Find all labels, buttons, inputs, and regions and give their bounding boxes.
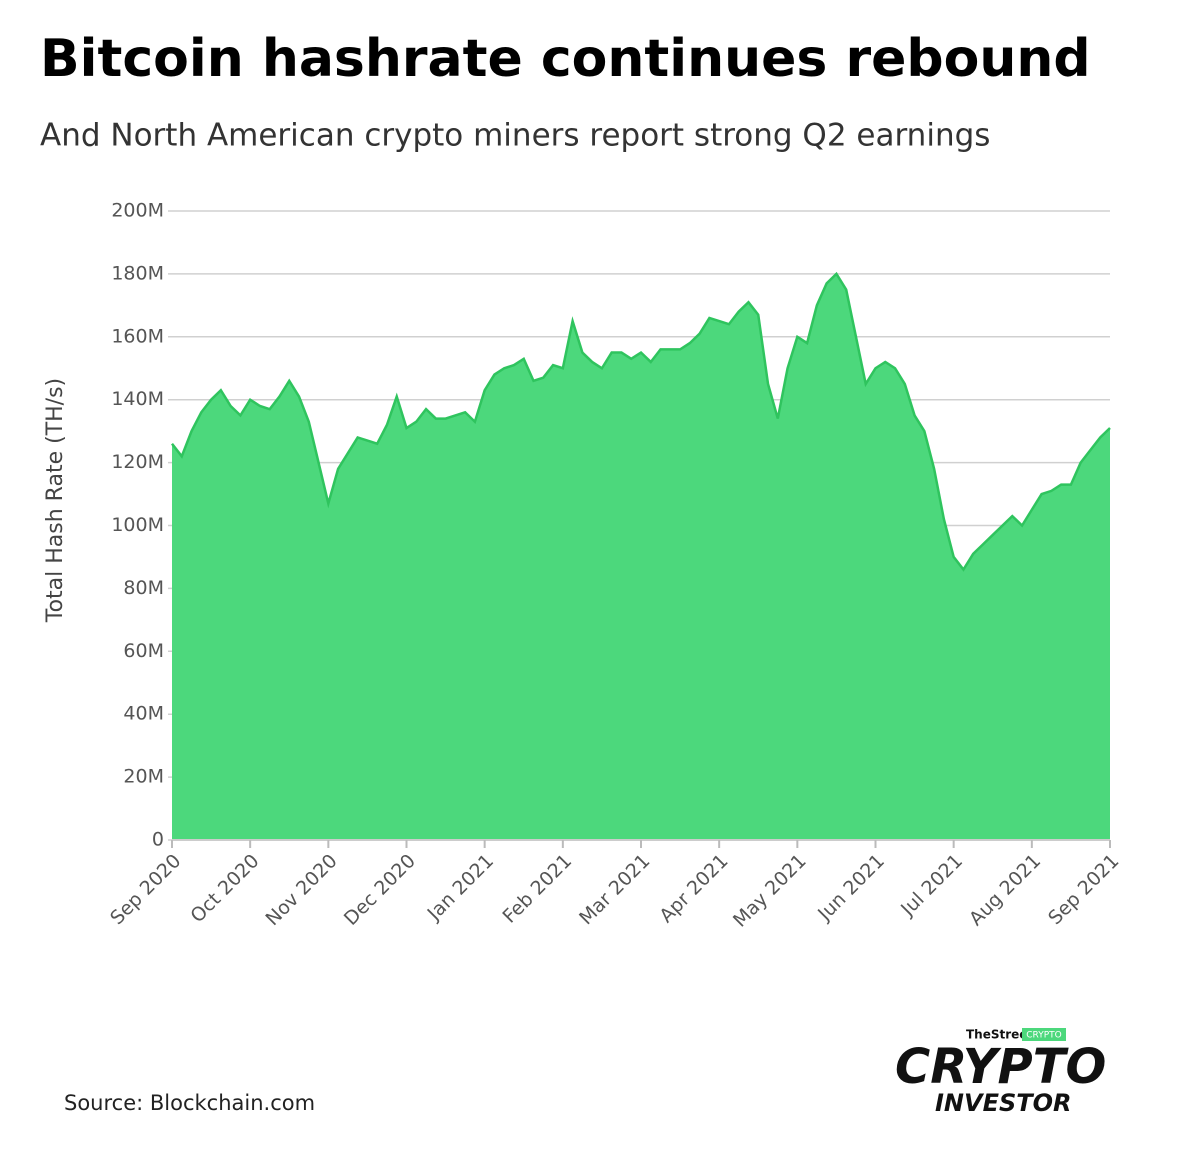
- logo-badge-bg: [1022, 1028, 1066, 1041]
- y-tick-label: 160M: [111, 325, 164, 347]
- y-tick-label: 40M: [123, 703, 164, 725]
- y-tick-label: 200M: [111, 200, 164, 222]
- y-tick-label: 180M: [111, 262, 164, 284]
- chart-subtitle: And North American crypto miners report …: [40, 118, 990, 154]
- x-tick-label: Sep 2021: [1044, 850, 1123, 929]
- y-tick-label: 0: [152, 829, 164, 851]
- x-tick-label: Aug 2021: [965, 850, 1045, 930]
- y-axis-label: Total Hash Rate (TH/s): [43, 378, 68, 623]
- x-tick-label: Jun 2021: [813, 850, 889, 926]
- x-tick-label: Feb 2021: [498, 850, 576, 928]
- y-tick-label: 120M: [111, 451, 164, 473]
- y-tick-label: 100M: [111, 514, 164, 536]
- logo-word: INVESTOR: [935, 1089, 1072, 1117]
- logo-badge: CRYPTO: [1026, 1031, 1061, 1041]
- y-tick-label: 80M: [123, 577, 164, 599]
- area: [172, 273, 1110, 840]
- x-tick-label: Apr 2021: [655, 850, 732, 927]
- logo-brand: TheStreet: [966, 1028, 1033, 1042]
- x-tick-label: Nov 2020: [262, 850, 342, 930]
- source: Source: Blockchain.com: [64, 1091, 315, 1115]
- x-tick-label: Sep 2020: [106, 850, 185, 929]
- x-tick-label: Dec 2020: [340, 850, 420, 930]
- y-tick-label: 60M: [123, 640, 164, 662]
- x-tick-label: Mar 2021: [575, 850, 654, 929]
- y-tick-label: 20M: [123, 766, 164, 788]
- x-tick-label: Jul 2021: [896, 850, 967, 921]
- logo: TheStreet CRYPTO CRYPTO INVESTOR: [895, 1028, 1106, 1118]
- logo-word: CRYPTO: [895, 1039, 1106, 1095]
- x-tick-label: May 2021: [729, 850, 811, 932]
- line: [171, 271, 1111, 572]
- chart-title: Bitcoin hashrate continues rebound: [40, 29, 1091, 89]
- x-tick-label: Jan 2021: [423, 850, 498, 925]
- y-tick-label: 140M: [111, 388, 164, 410]
- x-tick-label: Oct 2020: [186, 850, 263, 927]
